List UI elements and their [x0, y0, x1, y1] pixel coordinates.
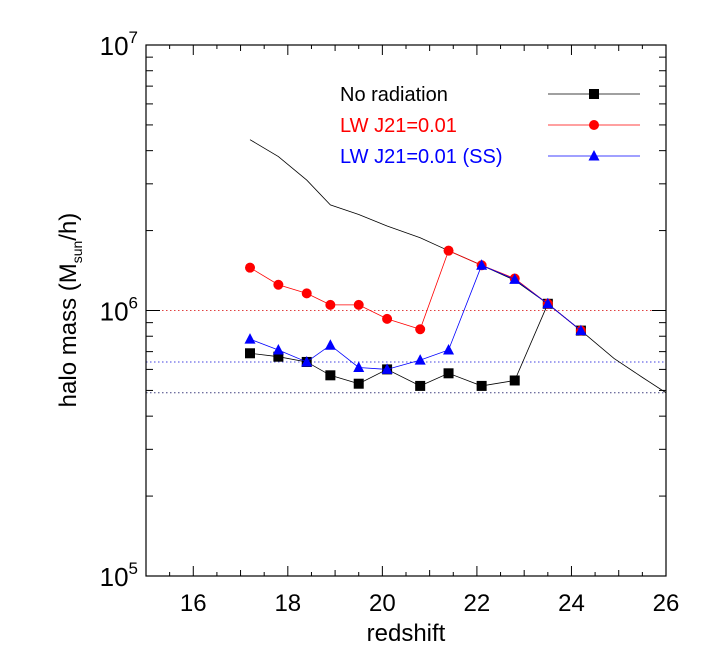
x-axis-label: redshift	[367, 620, 446, 647]
legend: No radiation LW J21=0.01 LW J21=0.01 (SS)	[340, 84, 640, 168]
x-tick-label: 16	[180, 590, 207, 617]
data-point	[443, 343, 455, 355]
data-point	[245, 348, 255, 359]
legend-label: LW J21=0.01 (SS)	[340, 146, 502, 168]
legend-marker	[588, 150, 600, 161]
y-axis-label-main: halo mass (M	[55, 263, 82, 407]
data-point	[301, 288, 312, 299]
data-point	[273, 351, 284, 362]
data-point	[575, 324, 587, 336]
data-point	[353, 378, 364, 389]
data-point	[301, 355, 313, 367]
data-point	[325, 299, 336, 310]
x-tick-label: 18	[274, 590, 301, 617]
data-point	[353, 299, 364, 310]
data-point	[415, 324, 426, 335]
data-point	[509, 375, 520, 386]
y-tick-label: 107	[100, 28, 138, 61]
legend-label: LW J21=0.01	[340, 115, 457, 137]
data-point	[245, 262, 255, 273]
data-point	[509, 273, 521, 284]
data-point	[272, 343, 284, 355]
data-point	[542, 297, 554, 309]
data-point	[414, 354, 426, 365]
y-axis-label: halo mass (Msun/h)	[55, 213, 85, 408]
reference-lines	[146, 310, 666, 394]
data-point	[443, 368, 454, 379]
x-tick-label: 20	[369, 590, 396, 617]
series-3	[244, 259, 587, 374]
y-tick-label: 106	[100, 294, 138, 327]
legend-marker	[589, 89, 599, 99]
legend-label: No radiation	[340, 84, 448, 106]
data-point	[476, 380, 487, 391]
data-point	[415, 380, 426, 391]
data-point	[476, 259, 488, 270]
data-point	[324, 339, 336, 350]
y-axis-label-tail: /h)	[55, 213, 82, 241]
data-point	[382, 313, 393, 324]
y-axis-label-sub: sun	[69, 241, 85, 264]
y-axis-ticks: 105 106 107	[100, 28, 666, 592]
x-tick-label: 22	[464, 590, 491, 617]
x-tick-label: 24	[558, 590, 585, 617]
series-layer	[244, 139, 667, 394]
data-point	[443, 245, 454, 256]
legend-marker	[589, 120, 599, 130]
x-axis-ticks: 16 18 20 22 24 26	[145, 45, 680, 617]
y-tick-label: 105	[100, 559, 138, 592]
data-point	[381, 363, 393, 374]
series-line	[249, 264, 582, 370]
data-point	[353, 361, 365, 372]
x-tick-label: 26	[653, 590, 680, 617]
data-point	[325, 370, 336, 381]
data-point	[273, 279, 284, 290]
data-point	[244, 333, 256, 344]
